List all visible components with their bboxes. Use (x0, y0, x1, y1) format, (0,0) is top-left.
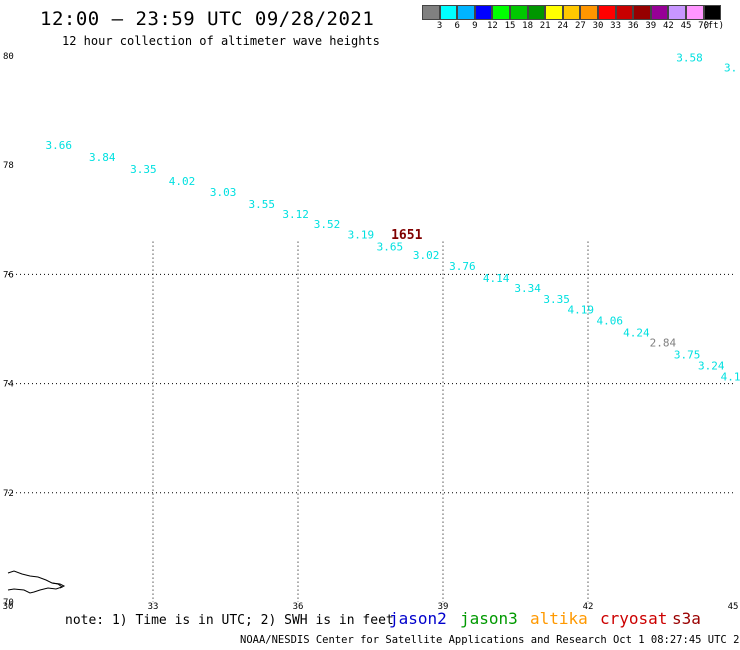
wave-height-value: 3.34 (514, 282, 541, 295)
legend-label: 33 (610, 21, 622, 31)
lat-tick-label: 78 (3, 161, 14, 171)
legend-swatch (457, 5, 475, 20)
wave-height-value: 3.35 (130, 163, 157, 176)
satellite-jason3: jason3 (460, 609, 518, 628)
units-note: note: 1) Time is in UTC; 2) SWH is in fe… (65, 613, 394, 628)
legend-label: 6 (454, 21, 460, 31)
lat-tick-label: 74 (3, 380, 14, 390)
legend-swatch (650, 5, 669, 20)
legend-label: 9 (472, 21, 478, 31)
lon-tick-label: 30 (3, 602, 14, 612)
wave-height-value: 3.66 (46, 139, 73, 152)
legend-label: 21 (539, 21, 551, 31)
legend-swatch (562, 5, 581, 20)
satellite-s3a: s3a (672, 609, 701, 628)
satellite-altika: altika (530, 609, 588, 628)
legend-swatch (633, 5, 651, 20)
legend-label: 45 (680, 21, 692, 31)
wave-height-value: 3.65 (377, 240, 404, 253)
wave-height-value: 4.19 (568, 304, 595, 317)
legend-swatch (615, 5, 634, 20)
lon-tick-label: 33 (148, 602, 159, 612)
satellite-cryosat: cryosat (600, 609, 668, 628)
legend-swatch (545, 5, 563, 20)
wave-height-value: 3.19 (348, 228, 375, 241)
legend-swatch (439, 5, 458, 20)
lat-tick-label: 80 (3, 52, 14, 62)
legend-label: 36 (627, 21, 639, 31)
coastline (51, 582, 66, 589)
page-subtitle: 12 hour collection of altimeter wave hei… (62, 34, 380, 48)
legend-label: 24 (557, 21, 569, 31)
lat-tick-label: 76 (3, 270, 14, 280)
legend-label: 3 (436, 21, 443, 31)
legend-label: 27 (574, 21, 586, 31)
wave-height-value: 3.55 (249, 198, 276, 211)
lat-tick-label: 72 (3, 489, 14, 499)
wave-height-value: 3.24 (698, 359, 725, 372)
legend-swatch (474, 5, 493, 20)
legend-label: 18 (522, 21, 534, 31)
wave-height-value: 3.02 (413, 249, 440, 262)
wave-height-value: 3.52 (314, 218, 341, 231)
wave-height-value: 3.35 (543, 293, 570, 306)
legend-label: 12 (486, 21, 498, 31)
wave-height-value: 3.12 (282, 208, 309, 221)
wave-height-value: 4.1 (721, 370, 740, 383)
legend-swatch (668, 5, 686, 20)
wave-height-value: 4.02 (169, 175, 196, 188)
color-legend (422, 5, 722, 20)
time-annotation: 1651 (391, 228, 422, 243)
wave-height-value: 3.58 (676, 51, 703, 64)
lon-tick-label: 39 (438, 602, 449, 612)
lon-tick-label: 45 (728, 602, 739, 612)
wave-height-value: 3.03 (210, 186, 237, 199)
wave-height-value: 3.75 (674, 348, 701, 361)
legend-swatch (509, 5, 528, 20)
legend-swatch (492, 5, 510, 20)
wave-height-value: 3. (724, 61, 737, 74)
legend-swatch (703, 5, 722, 20)
legend-label: 70 (698, 21, 710, 31)
credit-footer: NOAA/NESDIS Center for Satellite Applica… (240, 634, 740, 646)
wave-height-value: 2.84 (650, 336, 677, 349)
legend-swatch (422, 5, 440, 20)
legend-swatch (597, 5, 616, 20)
lat-tick-label: 70 (3, 598, 14, 608)
lon-tick-label: 36 (293, 602, 304, 612)
legend-label: 42 (662, 21, 674, 31)
legend-label: 39 (645, 21, 657, 31)
wave-height-value: 4.24 (623, 327, 650, 340)
legend-label: 15 (504, 21, 516, 31)
legend-swatch (580, 5, 598, 20)
coastline (7, 570, 64, 594)
legend-label: (ft) (702, 21, 725, 31)
wave-height-value: 3.84 (89, 151, 116, 164)
legend-label: 30 (592, 21, 604, 31)
color-legend-labels: 3 6 9 12 15 18 21 24 27 30 33 36 39 42 45 70 (ft) (422, 21, 740, 33)
satellite-jason2: jason2 (389, 609, 447, 628)
wave-height-value: 4.14 (483, 272, 510, 285)
legend-swatch (527, 5, 546, 20)
lon-tick-label: 42 (583, 602, 594, 612)
wave-height-value: 4.06 (597, 315, 624, 328)
wave-height-value: 3.76 (449, 260, 476, 273)
legend-swatch (685, 5, 704, 20)
page-title: 12:00 – 23:59 UTC 09/28/2021 (40, 8, 375, 30)
